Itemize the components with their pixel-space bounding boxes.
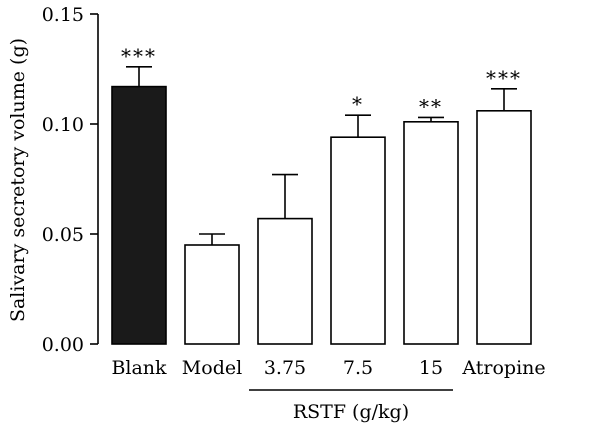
bar xyxy=(184,244,240,345)
x-tick-label: 15 xyxy=(419,357,443,379)
significance-marker: ** xyxy=(419,94,443,118)
x-axis-labels: Blank Model 3.75 7.5 15 Atropine xyxy=(111,357,545,379)
y-tick-label: 0.05 xyxy=(42,224,84,246)
group-label: RSTF (g/kg) xyxy=(293,401,409,423)
x-tick-label: Blank xyxy=(111,357,167,379)
significance-marker: *** xyxy=(486,66,522,90)
x-tick-label: Model xyxy=(182,357,242,379)
bar xyxy=(476,110,532,345)
bar xyxy=(330,136,386,345)
significance-marker: * xyxy=(352,92,364,116)
y-tick-label: 0.10 xyxy=(42,114,84,136)
y-axis-title: Salivary secretory volume (g) xyxy=(7,38,29,322)
bar xyxy=(257,217,313,345)
bar xyxy=(403,121,459,345)
y-tick-label: 0.15 xyxy=(42,4,84,26)
y-tick-label: 0.00 xyxy=(42,334,84,356)
x-tick-label: 7.5 xyxy=(343,357,373,379)
bar xyxy=(111,85,167,345)
significance-marker: *** xyxy=(121,44,157,68)
x-tick-label: Atropine xyxy=(461,357,545,379)
x-tick-label: 3.75 xyxy=(264,357,306,379)
bar-series: **** ***** xyxy=(111,44,532,345)
y-axis-ticks: 0.00 0.05 0.10 0.15 xyxy=(42,4,98,356)
